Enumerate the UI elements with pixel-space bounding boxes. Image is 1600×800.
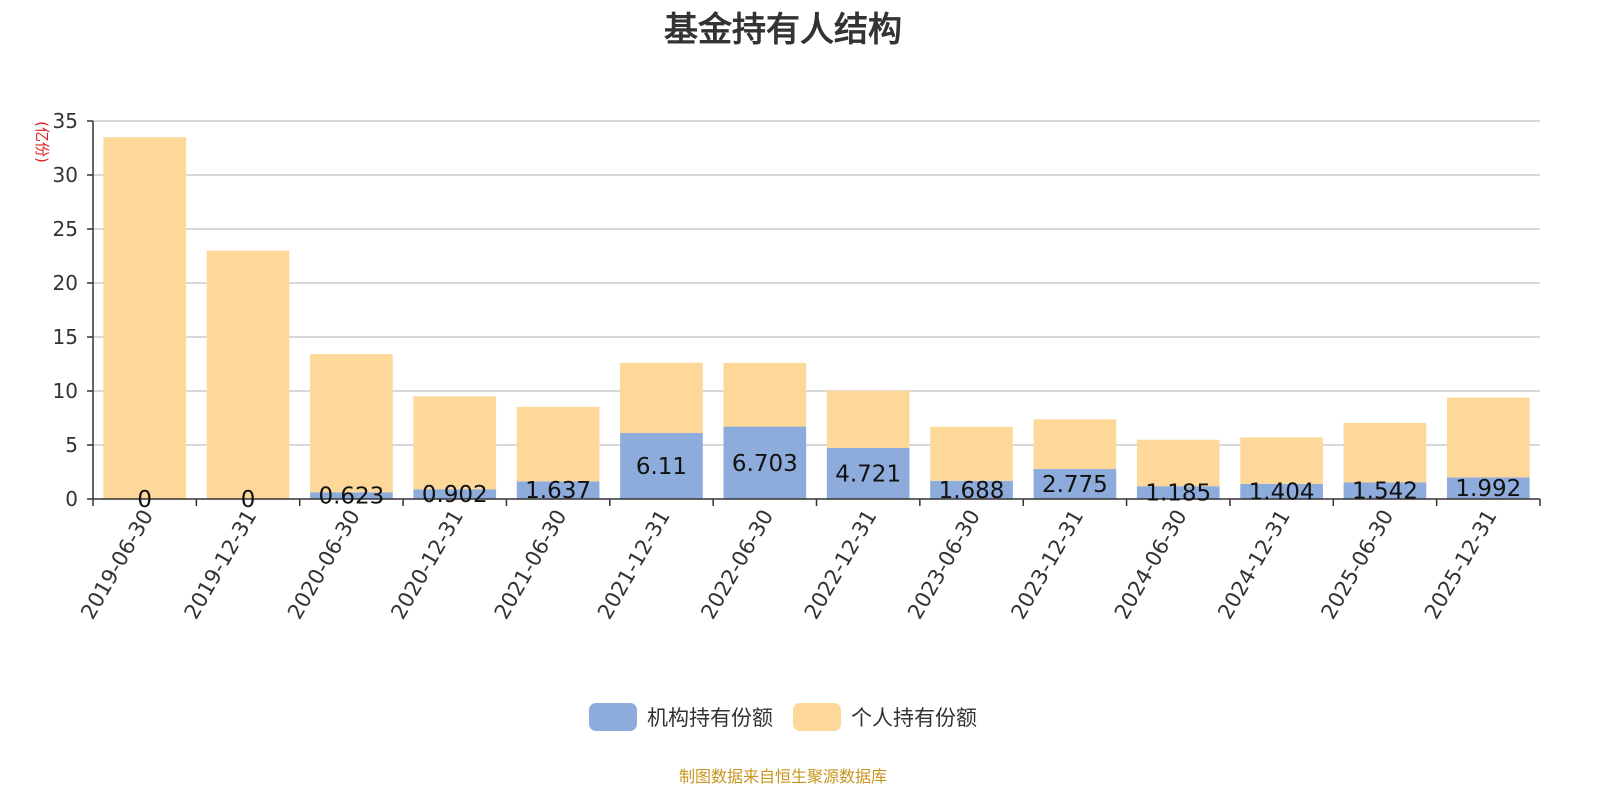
data-label-institutional-2024-06-30: 1.185: [1145, 481, 1211, 507]
x-tick-label-2023-06-30: 2023-06-30: [903, 505, 985, 623]
bar-individual-2024-12-31[interactable]: [1240, 437, 1323, 484]
legend-label-institutional: 机构持有份额: [647, 706, 773, 730]
data-label-institutional-2022-12-31: 4.721: [835, 462, 901, 488]
bar-institutional-2024-06-30[interactable]: [1136, 486, 1220, 499]
x-tick-label-2021-12-31: 2021-12-31: [593, 506, 675, 624]
x-tick-label-2024-06-30: 2024-06-30: [1110, 506, 1192, 624]
y-tick-label-7: 35: [53, 109, 78, 133]
bar-institutional-2025-12-31[interactable]: [1446, 477, 1530, 499]
bar-institutional-2023-12-31[interactable]: [1033, 469, 1117, 499]
bar-institutional-2023-06-30[interactable]: [930, 480, 1013, 499]
data-label-institutional-2023-12-31: 2.775: [1042, 472, 1108, 498]
y-tick-label-0: 0: [65, 487, 78, 511]
bar-individual-2019-06-30[interactable]: [103, 137, 187, 499]
y-tick-label-1: 5: [65, 433, 78, 457]
y-tick-label-4: 20: [53, 271, 78, 295]
bar-institutional-2021-06-30[interactable]: [516, 481, 600, 499]
x-tick-label-2019-06-30: 2019-06-30: [76, 506, 158, 624]
y-tick-label-3: 15: [53, 325, 78, 349]
data-label-institutional-2025-12-31: 1.992: [1455, 476, 1521, 502]
data-label-institutional-2021-12-31: 6.11: [636, 454, 687, 480]
data-label-institutional-2019-12-31: 0: [241, 487, 256, 513]
bar-institutional-2020-06-30[interactable]: [310, 492, 393, 499]
x-tick-label-2019-12-31: 2019-12-31: [180, 506, 262, 624]
x-tick-label-2024-12-31: 2024-12-31: [1213, 506, 1295, 624]
chart-title: 基金持有人结构: [664, 10, 902, 50]
y-tick-label-5: 25: [53, 217, 78, 241]
data-label-institutional-2022-06-30: 6.703: [732, 451, 798, 477]
data-label-institutional-2024-12-31: 1.404: [1249, 479, 1315, 505]
bar-institutional-2020-12-31[interactable]: [413, 489, 497, 499]
bar-individual-2023-06-30[interactable]: [930, 426, 1013, 481]
x-tick-label-2025-12-31: 2025-12-31: [1420, 506, 1502, 624]
legend-item-institutional[interactable]: 机构持有份额: [589, 702, 773, 732]
legend-label-individual: 个人持有份额: [851, 706, 977, 730]
data-label-institutional-2023-06-30: 1.688: [939, 478, 1005, 504]
bar-institutional-2025-06-30[interactable]: [1343, 482, 1427, 499]
bar-individual-2021-12-31[interactable]: [620, 362, 703, 434]
bar-individual-2025-12-31[interactable]: [1446, 397, 1530, 478]
x-tick-label-2020-12-31: 2020-12-31: [386, 506, 468, 624]
bar-institutional-2022-06-30[interactable]: [723, 426, 807, 499]
bar-individual-2020-06-30[interactable]: [310, 354, 393, 493]
legend-swatch-individual: [793, 703, 841, 731]
bar-institutional-2024-12-31[interactable]: [1240, 483, 1323, 499]
bar-institutional-2022-12-31[interactable]: [826, 448, 910, 499]
x-tick-label-2022-12-31: 2022-12-31: [800, 506, 882, 624]
x-tick-label-2021-06-30: 2021-06-30: [490, 506, 572, 624]
x-tick-label-2023-12-31: 2023-12-31: [1006, 506, 1088, 624]
bar-individual-2025-06-30[interactable]: [1343, 422, 1427, 483]
bar-individual-2022-06-30[interactable]: [723, 362, 807, 427]
source-note: 制图数据来自恒生聚源数据库: [678, 767, 887, 786]
bar-institutional-2021-12-31[interactable]: [620, 433, 703, 499]
bar-individual-2019-12-31[interactable]: [206, 250, 290, 499]
data-label-institutional-2025-06-30: 1.542: [1352, 479, 1418, 505]
y-tick-label-6: 30: [53, 163, 78, 187]
legend: 机构持有份额 个人持有份额: [0, 702, 1566, 732]
bar-individual-2024-06-30[interactable]: [1136, 439, 1220, 487]
legend-item-individual[interactable]: 个人持有份额: [793, 702, 977, 732]
bar-individual-2023-12-31[interactable]: [1033, 419, 1117, 470]
data-label-institutional-2021-06-30: 1.637: [525, 478, 591, 504]
data-label-institutional-2019-06-30: 0: [137, 487, 152, 513]
data-label-institutional-2020-12-31: 0.902: [422, 482, 488, 508]
bar-individual-2020-12-31[interactable]: [413, 396, 497, 490]
y-axis-label: (亿份): [33, 121, 51, 163]
x-tick-label-2025-06-30: 2025-06-30: [1316, 506, 1398, 624]
data-label-institutional-2020-06-30: 0.623: [318, 484, 384, 510]
y-tick-label-2: 10: [53, 379, 78, 403]
x-tick-label-2022-06-30: 2022-06-30: [696, 506, 778, 624]
bar-individual-2021-06-30[interactable]: [516, 406, 600, 482]
legend-swatch-institutional: [589, 703, 637, 731]
bar-individual-2022-12-31[interactable]: [826, 390, 910, 449]
x-tick-label-2020-06-30: 2020-06-30: [283, 506, 365, 624]
